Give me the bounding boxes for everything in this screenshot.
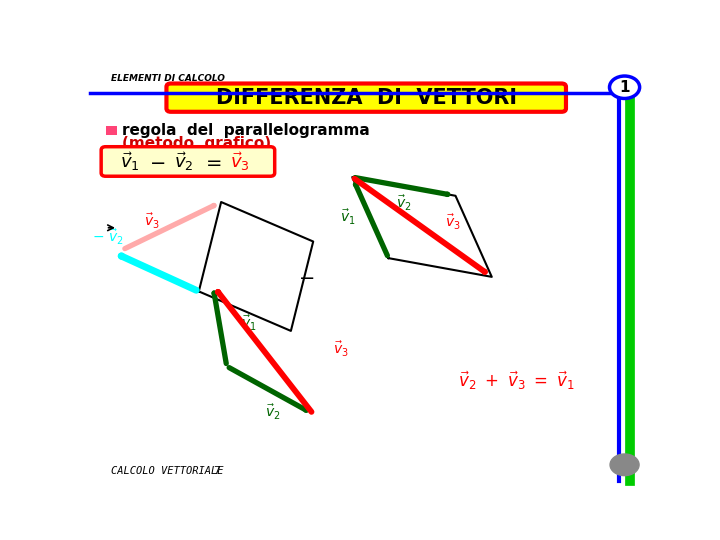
Text: $\vec{v}_2$: $\vec{v}_2$ — [396, 193, 412, 213]
Text: $\vec{v}_2$: $\vec{v}_2$ — [265, 403, 281, 422]
Text: 1: 1 — [619, 80, 630, 94]
FancyBboxPatch shape — [166, 84, 566, 112]
Text: $-\ \vec{v}_2$: $-\ \vec{v}_2$ — [92, 228, 124, 247]
FancyBboxPatch shape — [106, 126, 117, 134]
Text: regola  del  parallelogramma: regola del parallelogramma — [122, 123, 370, 138]
Text: 7: 7 — [213, 467, 220, 476]
Text: $\vec{v}_2$: $\vec{v}_2$ — [174, 150, 194, 173]
Text: $\vec{v}_1$: $\vec{v}_1$ — [240, 314, 256, 333]
Text: $=$: $=$ — [202, 152, 222, 171]
Text: DIFFERENZA  DI  VETTORI: DIFFERENZA DI VETTORI — [216, 87, 517, 107]
Text: (metodo  grafico): (metodo grafico) — [122, 136, 271, 151]
Text: $\vec{v}_3$: $\vec{v}_3$ — [333, 340, 348, 359]
Text: ELEMENTI DI CALCOLO: ELEMENTI DI CALCOLO — [111, 73, 225, 83]
Text: CALCOLO VETTORIALE: CALCOLO VETTORIALE — [111, 467, 224, 476]
Text: $\vec{v}_3$: $\vec{v}_3$ — [230, 150, 249, 173]
FancyBboxPatch shape — [101, 147, 275, 176]
Text: $\vec{v}_1$: $\vec{v}_1$ — [341, 208, 356, 227]
Text: $\vec{v}_2\ +\ \vec{v}_3\ =\ \vec{v}_1$: $\vec{v}_2\ +\ \vec{v}_3\ =\ \vec{v}_1$ — [459, 369, 575, 392]
Text: $-$: $-$ — [298, 267, 315, 286]
Text: $-$: $-$ — [149, 152, 165, 171]
Circle shape — [610, 76, 639, 98]
Text: $\vec{v}_3$: $\vec{v}_3$ — [445, 213, 461, 232]
Text: $\vec{v}_3$: $\vec{v}_3$ — [144, 212, 160, 231]
Text: $\vec{v}_1$: $\vec{v}_1$ — [120, 150, 140, 173]
Circle shape — [610, 454, 639, 476]
